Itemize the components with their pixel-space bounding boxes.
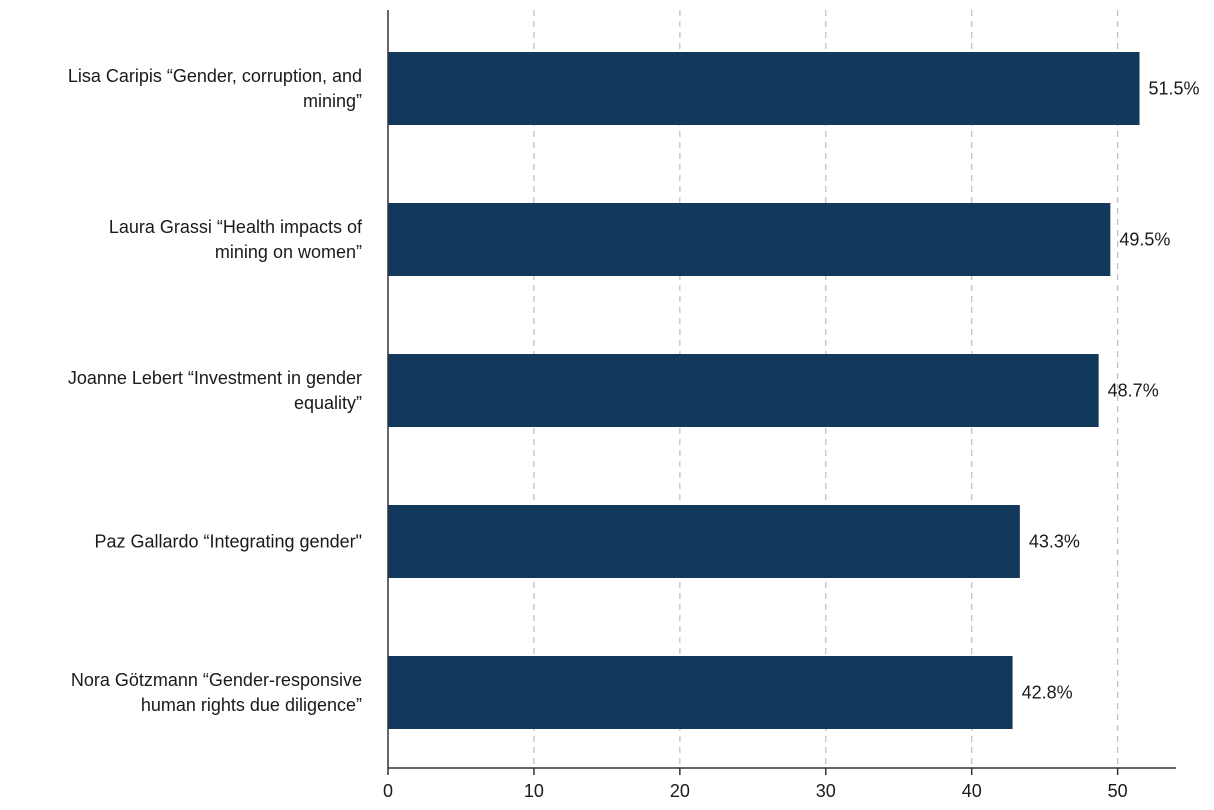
- value-label-0: 51.5%: [1149, 79, 1200, 99]
- x-tick-label-50: 50: [1108, 781, 1128, 801]
- x-tick-label-30: 30: [816, 781, 836, 801]
- category-label-line: mining on women”: [215, 242, 362, 262]
- category-label-4: Nora Götzmann “Gender-responsive human ri…: [71, 670, 362, 715]
- category-label-line: mining”: [303, 91, 362, 111]
- value-label-3: 43.3%: [1029, 532, 1080, 552]
- bar-2: [388, 354, 1099, 427]
- x-tick-label-40: 40: [962, 781, 982, 801]
- category-labels: Lisa Caripis “Gender, corruption, and min…: [68, 66, 363, 715]
- bar-0: [388, 52, 1140, 125]
- category-label-0: Lisa Caripis “Gender, corruption, and min…: [68, 66, 362, 111]
- category-label-2: Joanne Lebert “Investment in gender equal…: [68, 368, 362, 413]
- bar-4: [388, 656, 1013, 729]
- bars: [388, 52, 1140, 729]
- category-label-line: Paz Gallardo “Integrating gender": [94, 532, 362, 552]
- x-ticks: 0 10 20 30 40 50: [383, 768, 1128, 801]
- category-label-1: Laura Grassi “Health impacts of mining on…: [109, 217, 363, 262]
- category-label-line: Joanne Lebert “Investment in gender: [68, 368, 362, 388]
- bar-1: [388, 203, 1111, 276]
- value-label-2: 48.7%: [1108, 381, 1159, 401]
- x-tick-label-20: 20: [670, 781, 690, 801]
- x-tick-label-10: 10: [524, 781, 544, 801]
- x-tick-label-0: 0: [383, 781, 393, 801]
- bar-3: [388, 505, 1020, 578]
- value-label-1: 49.5%: [1119, 230, 1170, 250]
- category-label-line: Laura Grassi “Health impacts of: [109, 217, 363, 237]
- value-label-4: 42.8%: [1022, 683, 1073, 703]
- category-label-line: equality”: [294, 393, 362, 413]
- category-label-line: Nora Götzmann “Gender-responsive: [71, 670, 362, 690]
- category-label-3: Paz Gallardo “Integrating gender": [94, 532, 362, 552]
- category-label-line: Lisa Caripis “Gender, corruption, and: [68, 66, 362, 86]
- value-labels: 51.5% 49.5% 48.7% 43.3% 42.8%: [1022, 79, 1200, 703]
- category-label-line: human rights due diligence”: [141, 695, 362, 715]
